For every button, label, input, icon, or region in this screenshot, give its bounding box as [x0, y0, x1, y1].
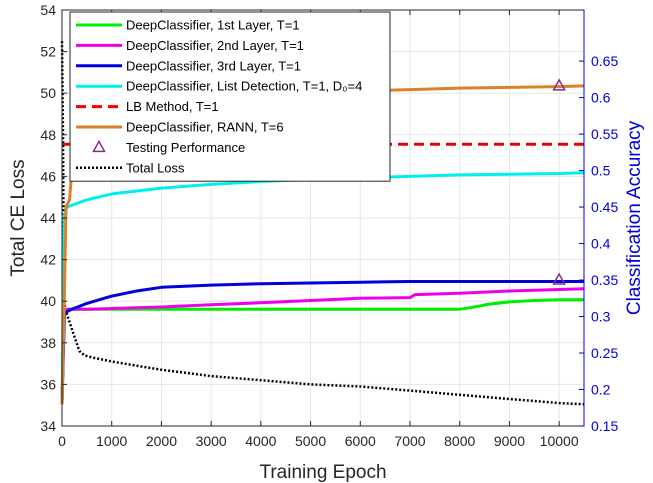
- right-y-tick-label: 0.5: [591, 163, 611, 179]
- legend-label: DeepClassifier, 3rd Layer, T=1: [126, 58, 301, 73]
- testing-markers: [552, 78, 566, 285]
- right-y-axis-title: Classification Accuracy: [624, 120, 645, 315]
- series-line-7: [60, 41, 585, 406]
- right-y-tick-label: 0.15: [591, 418, 618, 434]
- left-y-tick-label: 50: [40, 85, 56, 101]
- x-tick-label: 5000: [295, 433, 326, 449]
- series-layer: [60, 41, 585, 406]
- legend-label: DeepClassifier, 2nd Layer, T=1: [126, 38, 304, 53]
- left-y-axis-ticks: 34 36 38 40 42 44 46 48 50 52 54: [40, 2, 67, 434]
- left-y-tick-label: 34: [40, 418, 56, 434]
- right-y-tick-label: 0.35: [591, 272, 618, 288]
- left-y-tick-label: 46: [40, 168, 56, 184]
- legend-box: [69, 11, 391, 182]
- legend-label: Testing Performance: [126, 140, 245, 155]
- x-tick-label: 9000: [494, 433, 525, 449]
- left-y-tick-label: 48: [40, 127, 56, 143]
- right-y-tick-label: 0.45: [591, 199, 618, 215]
- testing-performance-marker: [552, 272, 566, 285]
- x-tick-label: 1000: [96, 433, 127, 449]
- right-y-tick-label: 0.55: [591, 126, 618, 142]
- right-y-tick-label: 0.65: [591, 53, 618, 69]
- legend-label: DeepClassifier, RANN, T=6: [126, 120, 284, 135]
- legend-label: Total Loss: [126, 160, 185, 175]
- x-tick-label: 6000: [345, 433, 376, 449]
- legend-marker: [92, 139, 106, 153]
- right-y-tick-label: 0.4: [591, 236, 611, 252]
- x-axis-ticks: 0 1000 2000 3000 4000 5000 6000 7000 8000 9000 100…: [58, 10, 579, 449]
- x-tick-label: 3000: [196, 433, 227, 449]
- right-y-tick-label: 0.2: [591, 382, 611, 398]
- legend-label: DeepClassifier, List Detection, T=1, D₀=…: [126, 79, 362, 94]
- x-tick-label: 8000: [444, 433, 475, 449]
- x-tick-label: 10000: [540, 433, 579, 449]
- right-y-tick-label: 0.3: [591, 309, 611, 325]
- right-y-tick-label: 0.6: [591, 90, 611, 106]
- legend-label: LB Method, T=1: [126, 99, 219, 114]
- left-y-tick-label: 42: [40, 252, 56, 268]
- left-y-tick-label: 52: [40, 44, 56, 60]
- right-y-axis-ticks: 0.15 0.2 0.25 0.3 0.35 0.4 0.45 0.5 0.55 0.6 0.65: [579, 10, 618, 434]
- left-y-tick-label: 54: [40, 2, 56, 18]
- series-line-3: [60, 280, 584, 405]
- x-tick-label: 0: [58, 433, 66, 449]
- left-y-tick-label: 38: [40, 335, 56, 351]
- legend: DeepClassifier, 1st Layer, T=1 DeepClassi…: [69, 11, 391, 182]
- x-tick-label: 7000: [394, 433, 425, 449]
- left-y-tick-label: 40: [40, 293, 56, 309]
- x-tick-label: 4000: [245, 433, 276, 449]
- series-line-2: [60, 287, 585, 405]
- right-y-tick-label: 0.25: [591, 345, 618, 361]
- left-y-tick-label: 44: [40, 210, 56, 226]
- left-y-axis-title: Total CE Loss: [8, 159, 29, 276]
- left-y-tick-label: 36: [40, 376, 56, 392]
- x-tick-label: 2000: [146, 433, 177, 449]
- testing-performance-marker: [552, 78, 566, 91]
- legend-label: DeepClassifier, 1st Layer, T=1: [126, 18, 300, 33]
- x-axis-title: Training Epoch: [259, 462, 386, 483]
